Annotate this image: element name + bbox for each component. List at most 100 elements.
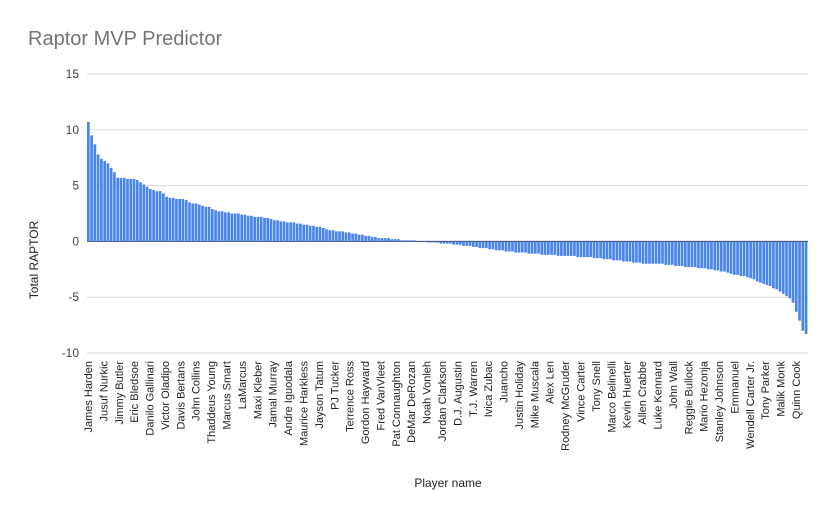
bar: [573, 241, 576, 256]
x-tick-label: John Wall: [668, 361, 680, 409]
bar: [494, 241, 498, 251]
bar: [396, 239, 400, 242]
bar: [328, 230, 332, 242]
bar: [517, 241, 521, 253]
bar: [230, 213, 234, 242]
bar: [511, 241, 514, 252]
x-tick-label: Kevin Huerter: [622, 361, 634, 429]
bar: [139, 182, 142, 242]
bar: [243, 214, 247, 242]
bar: [370, 236, 374, 242]
x-tick-label: Gordon Hayward: [360, 361, 372, 444]
bar: [383, 238, 387, 242]
x-tick-label: Luke Kennard: [653, 361, 665, 430]
x-tick-label: Thaddeus Young: [206, 361, 218, 444]
bar: [713, 241, 717, 271]
bar: [429, 241, 433, 243]
x-tick-label: Wendell Carter Jr.: [745, 361, 757, 449]
bar: [612, 241, 615, 261]
bar: [224, 212, 227, 242]
bar: [481, 241, 485, 249]
bar: [651, 241, 655, 264]
bar: [100, 158, 103, 242]
bar: [514, 241, 518, 253]
x-tick-label: Alex Len: [545, 361, 557, 404]
bar: [393, 239, 397, 242]
y-tick-label: 5: [72, 179, 79, 193]
bar: [475, 241, 478, 247]
bar: [282, 221, 286, 242]
bar: [442, 241, 446, 244]
bar: [341, 231, 345, 242]
bar: [197, 204, 201, 242]
bar: [729, 241, 733, 274]
x-tick-label: Victor Oladipo: [160, 361, 172, 430]
bar: [684, 241, 687, 268]
bar: [491, 241, 495, 250]
bar: [608, 241, 612, 260]
bar: [589, 241, 593, 258]
x-tick-label: Rodney McGruder: [560, 361, 572, 451]
bar: [194, 203, 198, 242]
bar: [325, 229, 328, 242]
y-axis-label: Total RAPTOR: [27, 220, 41, 299]
x-tick-label: Fred VanVleet: [375, 361, 387, 431]
x-tick-label: Tony Parker: [760, 361, 772, 420]
bar: [246, 215, 250, 242]
bar: [560, 241, 563, 256]
bar: [220, 211, 224, 242]
bar: [602, 241, 606, 260]
bar: [592, 241, 596, 259]
bar: [377, 238, 381, 242]
bar: [462, 241, 465, 246]
x-tick-label: Jimmy Butler: [114, 361, 126, 425]
x-tick-label: Maxi Kleber: [252, 361, 264, 419]
bar: [576, 241, 580, 258]
bar: [547, 241, 550, 255]
bar: [374, 236, 377, 242]
bar: [152, 190, 155, 242]
bar: [119, 177, 123, 242]
gridlines: [87, 73, 808, 354]
bar: [736, 241, 739, 275]
bar: [471, 241, 475, 247]
bar: [331, 230, 335, 242]
bar: [746, 241, 749, 278]
bar: [533, 241, 537, 254]
bar: [122, 177, 126, 242]
bar: [791, 241, 795, 303]
bar: [103, 161, 106, 242]
bar: [449, 241, 452, 244]
x-tick-label: Maurice Harkless: [299, 361, 311, 446]
bar: [305, 224, 309, 242]
bar: [256, 216, 260, 242]
bar: [485, 241, 488, 249]
bar: [419, 241, 423, 242]
bar: [618, 241, 622, 261]
bar: [348, 232, 351, 242]
bar: [400, 240, 403, 242]
bar: [240, 214, 244, 242]
bar: [191, 203, 195, 242]
bar: [380, 238, 384, 242]
bar: [569, 241, 573, 256]
bar: [543, 241, 547, 255]
bar: [498, 241, 501, 251]
bar: [289, 222, 292, 242]
bar: [266, 217, 270, 242]
x-tick-label: Noah Vonleh: [422, 361, 434, 424]
bar: [439, 241, 443, 244]
bar: [201, 205, 204, 242]
bar: [788, 241, 792, 299]
bars: [87, 121, 808, 335]
bar: [524, 241, 527, 253]
bar: [184, 200, 188, 242]
bar: [351, 233, 354, 242]
bar: [295, 223, 299, 242]
bar: [409, 240, 413, 242]
x-tick-label: Eric Bledsoe: [129, 361, 141, 423]
bar: [210, 209, 214, 242]
bar: [804, 241, 808, 335]
x-tick-label: Juancho: [499, 361, 511, 403]
bar: [413, 240, 416, 242]
